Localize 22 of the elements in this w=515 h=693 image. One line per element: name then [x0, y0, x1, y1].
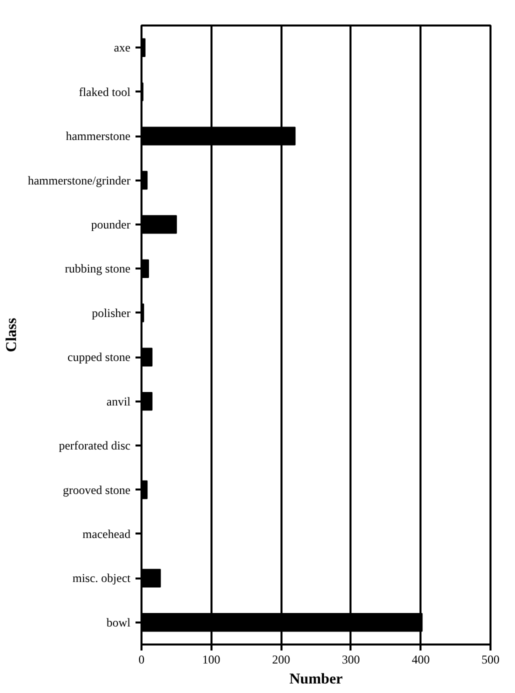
y-tick-label: rubbing stone: [64, 262, 131, 276]
x-tick-label: 0: [138, 652, 144, 666]
x-tick-label: 500: [482, 652, 500, 666]
y-tick-label: grooved stone: [62, 482, 131, 497]
y-axis-title: Class: [4, 318, 20, 352]
x-tick-label: 100: [202, 652, 220, 666]
y-tick-label: misc. object: [72, 571, 132, 586]
y-tick-label: flaked tool: [78, 84, 132, 99]
y-tick-label: bowl: [106, 615, 132, 630]
y-tick-label: axe: [114, 40, 131, 55]
y-tick-label: polisher: [92, 306, 131, 320]
y-tick-label: perforated disc: [58, 438, 131, 453]
y-tick-label: hammerstone/grinder: [28, 173, 131, 188]
x-tick-label: 300: [342, 652, 360, 666]
y-tick-label: cupped stone: [68, 350, 130, 364]
x-tick-label: 200: [272, 652, 290, 666]
x-axis-title: Number: [289, 672, 344, 688]
y-tick-label: anvil: [106, 394, 132, 408]
y-tick-label: hammerstone: [66, 129, 131, 144]
y-tick-label: pounder: [91, 217, 131, 232]
x-tick-label: 400: [412, 652, 430, 666]
y-tick-label: macehead: [82, 526, 131, 541]
